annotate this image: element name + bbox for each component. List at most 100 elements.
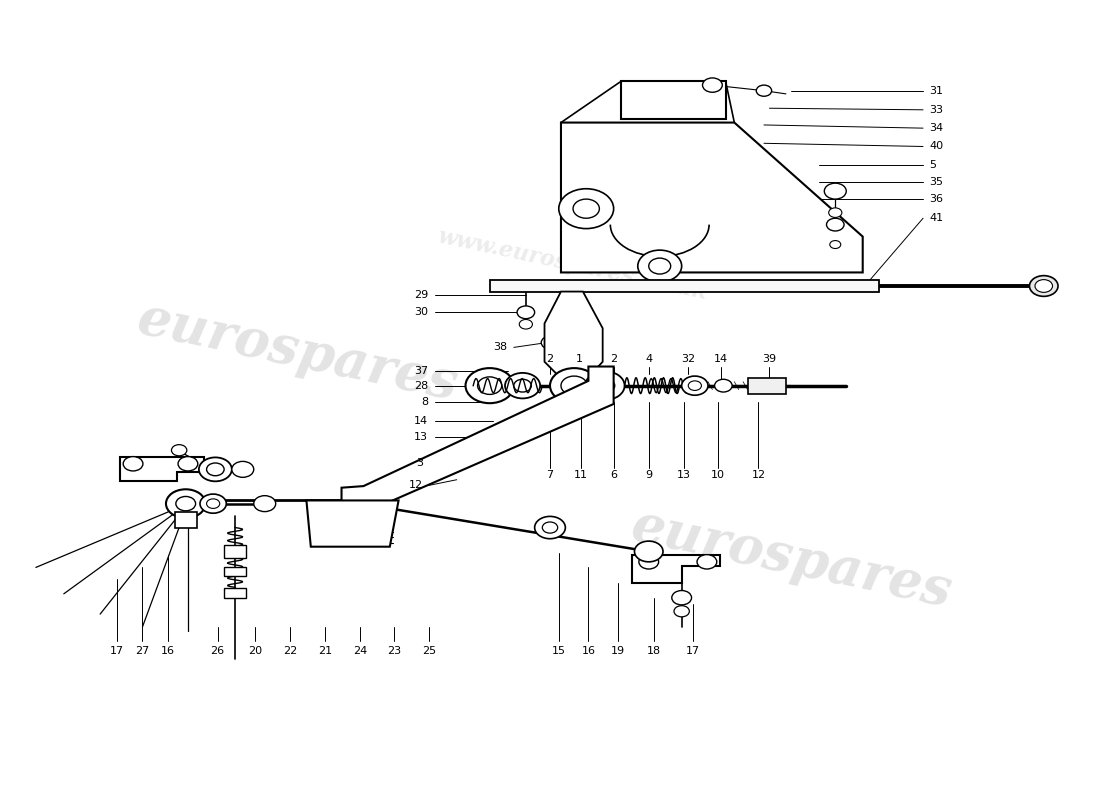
Circle shape [561,376,587,395]
Text: 8: 8 [421,398,428,407]
Circle shape [178,457,198,471]
Circle shape [166,490,206,518]
Text: 4: 4 [646,354,652,364]
Text: 28: 28 [414,382,428,391]
Circle shape [550,368,598,403]
Text: www.eurospares.co.uk: www.eurospares.co.uk [434,225,710,304]
Polygon shape [748,378,785,394]
Circle shape [697,554,717,569]
Circle shape [199,458,232,482]
Text: eurospares: eurospares [133,294,463,411]
Circle shape [649,258,671,274]
Text: 9: 9 [646,470,652,480]
Text: 24: 24 [353,646,367,655]
Text: 33: 33 [930,105,944,115]
Circle shape [517,306,535,318]
Text: eurospares: eurospares [626,501,956,618]
Text: 7: 7 [547,470,553,480]
Circle shape [207,463,224,476]
Circle shape [477,377,502,394]
Circle shape [172,445,187,456]
Text: 13: 13 [676,470,691,480]
Bar [224,545,246,558]
Text: 6: 6 [610,470,617,480]
Text: 11: 11 [574,470,587,480]
Text: 37: 37 [414,366,428,375]
Text: 16: 16 [582,646,595,655]
Text: 35: 35 [930,178,944,187]
Text: 17: 17 [110,646,123,655]
Circle shape [514,379,531,392]
Circle shape [672,590,692,605]
Text: 31: 31 [930,86,944,96]
Circle shape [232,462,254,478]
Text: 14: 14 [714,354,728,364]
Bar [224,566,246,576]
Text: 10: 10 [711,470,725,480]
Circle shape [689,381,702,390]
Text: 34: 34 [930,123,944,133]
Circle shape [585,371,625,400]
Polygon shape [632,555,721,583]
Polygon shape [120,458,205,482]
Circle shape [682,376,708,395]
Circle shape [829,241,840,249]
Circle shape [542,522,558,533]
Text: 29: 29 [414,290,428,300]
Circle shape [1035,280,1053,292]
Circle shape [828,208,842,218]
Text: 39: 39 [762,354,777,364]
Text: 38: 38 [493,342,507,352]
Text: 16: 16 [162,646,175,655]
Polygon shape [544,291,603,376]
Text: 23: 23 [387,646,402,655]
Circle shape [824,183,846,199]
Text: 15: 15 [552,646,565,655]
Circle shape [573,199,600,218]
Circle shape [595,378,615,393]
Polygon shape [621,81,726,119]
Text: 1: 1 [576,354,583,364]
Text: 27: 27 [134,646,148,655]
Circle shape [639,554,659,569]
Text: 36: 36 [930,194,944,204]
Circle shape [465,368,514,403]
Polygon shape [490,281,879,291]
Text: 20: 20 [248,646,262,655]
Circle shape [715,379,733,392]
Circle shape [254,496,276,512]
Text: 2: 2 [547,354,553,364]
Circle shape [638,250,682,282]
Text: 2: 2 [610,354,617,364]
Circle shape [123,457,143,471]
Circle shape [559,189,614,229]
Circle shape [1030,276,1058,296]
Text: 12: 12 [751,470,766,480]
Text: 26: 26 [210,646,224,655]
Circle shape [200,494,227,514]
Bar [224,588,246,598]
Text: 32: 32 [681,354,695,364]
Text: 30: 30 [415,307,428,318]
Polygon shape [341,366,614,514]
Text: 22: 22 [283,646,297,655]
Circle shape [757,85,771,96]
Text: 19: 19 [610,646,625,655]
Text: 41: 41 [930,214,944,223]
Polygon shape [561,122,862,273]
Text: 21: 21 [318,646,332,655]
Circle shape [168,490,197,511]
Text: 17: 17 [685,646,700,655]
Circle shape [635,541,663,562]
Circle shape [207,499,220,509]
Polygon shape [175,512,197,527]
Circle shape [703,78,723,92]
Circle shape [541,336,559,349]
Circle shape [176,497,196,511]
Circle shape [674,606,690,617]
Text: 18: 18 [647,646,661,655]
Text: 25: 25 [422,646,437,655]
Text: 12: 12 [408,480,422,490]
Text: 40: 40 [930,142,944,151]
Circle shape [826,218,844,231]
